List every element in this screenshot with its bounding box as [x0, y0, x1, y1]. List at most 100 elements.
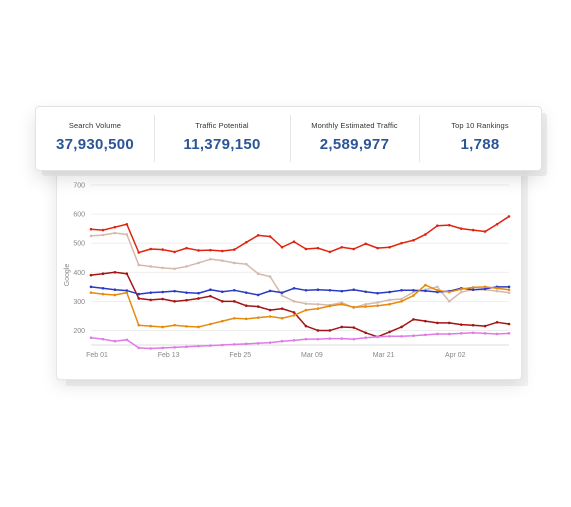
data-point: [459, 332, 463, 335]
data-point: [304, 247, 308, 251]
data-point: [221, 259, 224, 262]
metric-value: 2,589,977: [319, 136, 390, 153]
data-point: [447, 290, 451, 294]
data-point: [316, 337, 320, 341]
data-point: [483, 287, 487, 291]
data-point: [400, 325, 403, 329]
data-point: [364, 290, 367, 294]
data-point: [471, 323, 475, 327]
data-point: [364, 331, 367, 335]
data-point: [376, 301, 379, 304]
data-point: [459, 287, 463, 291]
data-point: [400, 241, 403, 245]
data-point: [424, 319, 427, 323]
data-point: [471, 286, 475, 289]
data-point: [113, 288, 117, 292]
data-point: [137, 346, 141, 350]
data-point: [161, 266, 164, 270]
series-line: [90, 215, 510, 254]
traffic-chart-card: 200 300 400 500 600 700 Feb 01 Feb 13 Feb 25 Mar …: [56, 160, 522, 380]
data-point: [256, 305, 260, 308]
data-point: [244, 241, 248, 244]
data-point: [221, 290, 224, 294]
data-point: [340, 245, 344, 249]
metric-value: 1,788: [460, 136, 500, 153]
data-point: [137, 297, 141, 300]
data-point: [244, 262, 248, 266]
series-2: [89, 231, 511, 310]
data-point: [244, 304, 248, 308]
data-point: [400, 334, 403, 338]
data-point: [388, 245, 391, 249]
data-point: [447, 300, 451, 303]
y-axis-title: Google: [64, 264, 71, 287]
data-point: [328, 337, 332, 340]
data-point: [364, 302, 367, 306]
series-3: [89, 270, 511, 339]
data-point: [268, 275, 272, 278]
metric-value: 37,930,500: [55, 136, 135, 153]
data-point: [495, 332, 499, 336]
metric-monthly-estimated-traffic: Monthly Estimated Traffic 2,589,977: [290, 107, 419, 170]
data-point: [424, 283, 427, 287]
data-point: [89, 234, 93, 238]
data-point: [376, 304, 379, 308]
data-point: [507, 332, 511, 335]
data-point: [483, 230, 487, 233]
data-point: [125, 291, 129, 294]
data-point: [244, 291, 248, 294]
data-point: [137, 292, 141, 296]
data-point: [173, 289, 176, 293]
data-point: [316, 288, 320, 292]
data-point: [256, 234, 260, 237]
series-5: [89, 283, 511, 329]
data-point: [412, 318, 415, 321]
data-point: [388, 334, 391, 338]
data-point: [412, 238, 415, 242]
data-point: [292, 311, 296, 314]
data-point: [185, 325, 188, 328]
data-point: [280, 339, 284, 343]
data-point: [149, 247, 153, 251]
data-point: [161, 297, 164, 301]
data-point: [161, 290, 164, 294]
data-point: [268, 315, 272, 318]
data-point: [209, 344, 212, 347]
data-point: [424, 233, 427, 236]
data-point: [101, 292, 105, 296]
data-point: [137, 263, 141, 267]
data-point: [221, 319, 224, 323]
data-point: [125, 289, 129, 292]
x-tick-label: Mar 21: [373, 352, 395, 359]
data-point: [364, 336, 367, 340]
data-point: [233, 261, 236, 265]
metric-label: Top 10 Rankings: [451, 121, 509, 130]
data-point: [197, 249, 200, 252]
data-point: [173, 323, 176, 327]
data-point: [400, 297, 403, 301]
data-point: [101, 228, 105, 232]
data-point: [459, 227, 463, 230]
data-point: [352, 305, 356, 309]
data-point: [233, 316, 236, 320]
data-point: [328, 250, 332, 254]
data-point: [233, 300, 236, 303]
metrics-summary-card: Search Volume 37,930,500 Traffic Potenti…: [35, 106, 542, 171]
data-point: [471, 228, 475, 232]
data-point: [436, 285, 439, 289]
data-point: [149, 347, 153, 350]
data-point: [173, 267, 176, 271]
data-point: [280, 291, 284, 294]
data-point: [197, 325, 200, 329]
data-point: [316, 329, 320, 332]
data-point: [507, 215, 511, 218]
data-point: [233, 248, 236, 251]
y-tick-label: 400: [73, 270, 85, 277]
data-point: [340, 302, 344, 306]
metric-label: Traffic Potential: [195, 121, 249, 130]
data-point: [113, 339, 117, 343]
data-point: [101, 272, 105, 276]
y-tick-label: 300: [73, 299, 85, 306]
data-point: [89, 336, 93, 340]
